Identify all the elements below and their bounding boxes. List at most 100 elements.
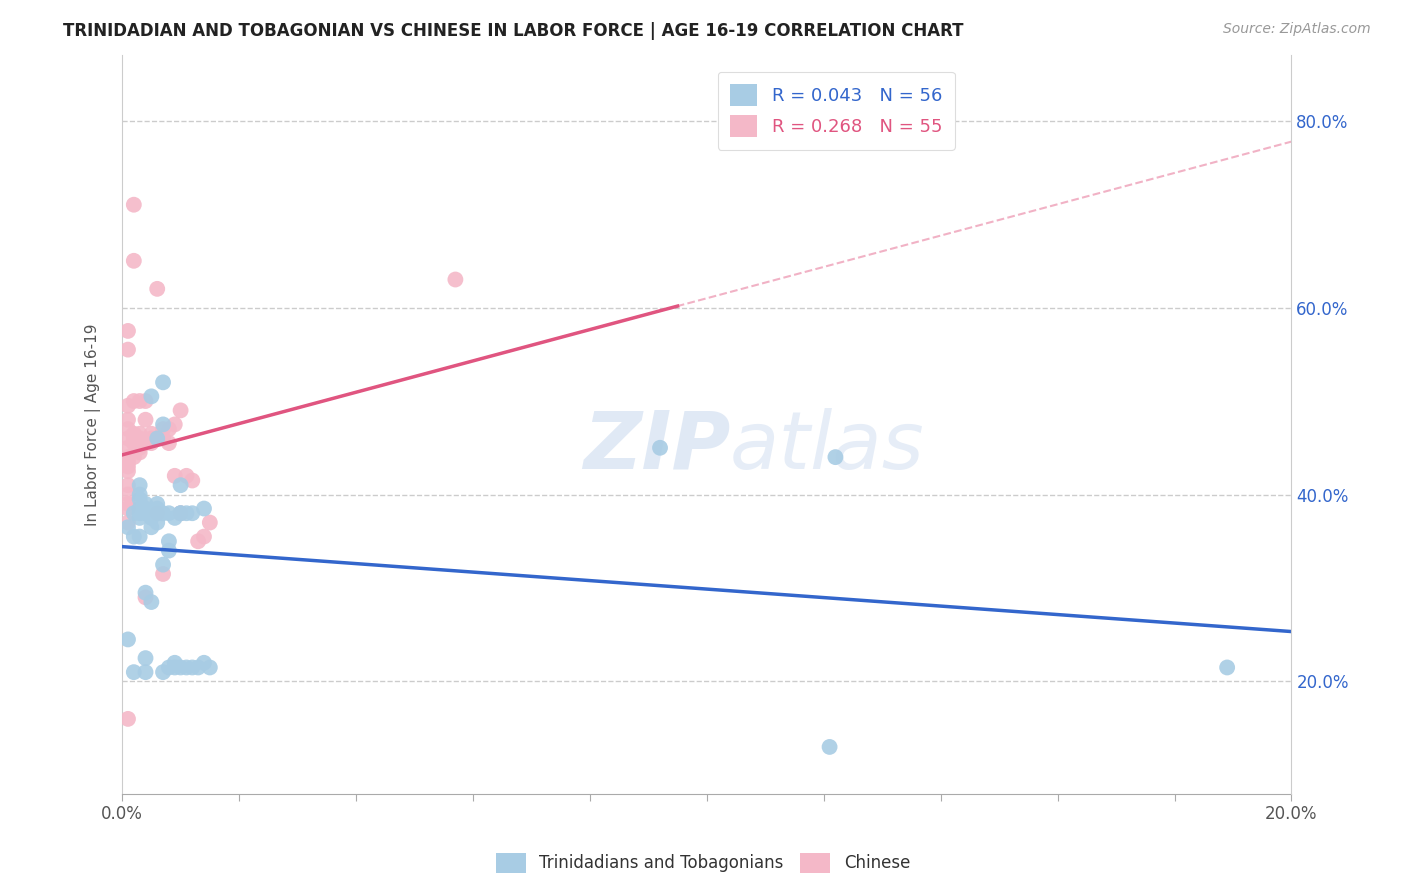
- Point: [163, 656, 186, 670]
- Point: [122, 436, 145, 450]
- Point: [152, 417, 174, 432]
- Text: ZIP: ZIP: [583, 408, 730, 485]
- Point: [157, 543, 180, 558]
- Point: [152, 566, 174, 581]
- Point: [141, 511, 163, 525]
- Point: [128, 436, 150, 450]
- Point: [146, 516, 169, 530]
- Point: [134, 665, 156, 680]
- Legend: Trinidadians and Tobagonians, Chinese: Trinidadians and Tobagonians, Chinese: [489, 847, 917, 880]
- Point: [134, 497, 156, 511]
- Point: [169, 660, 191, 674]
- Text: Source: ZipAtlas.com: Source: ZipAtlas.com: [1223, 22, 1371, 37]
- Point: [169, 506, 191, 520]
- Point: [134, 501, 156, 516]
- Point: [128, 441, 150, 455]
- Point: [824, 450, 846, 464]
- Point: [1216, 660, 1239, 674]
- Point: [648, 441, 671, 455]
- Point: [122, 506, 145, 520]
- Point: [146, 506, 169, 520]
- Point: [141, 432, 163, 446]
- Point: [444, 272, 467, 286]
- Point: [141, 520, 163, 534]
- Point: [122, 198, 145, 212]
- Point: [146, 497, 169, 511]
- Point: [176, 506, 198, 520]
- Point: [187, 660, 209, 674]
- Point: [169, 506, 191, 520]
- Point: [152, 432, 174, 446]
- Point: [117, 464, 139, 478]
- Point: [193, 501, 215, 516]
- Point: [169, 403, 191, 417]
- Point: [176, 660, 198, 674]
- Point: [117, 501, 139, 516]
- Point: [122, 530, 145, 544]
- Point: [146, 282, 169, 296]
- Point: [169, 506, 191, 520]
- Point: [117, 422, 139, 436]
- Point: [117, 343, 139, 357]
- Point: [117, 450, 139, 464]
- Point: [134, 506, 156, 520]
- Point: [193, 530, 215, 544]
- Point: [117, 712, 139, 726]
- Point: [146, 506, 169, 520]
- Point: [152, 506, 174, 520]
- Point: [187, 534, 209, 549]
- Point: [134, 585, 156, 599]
- Point: [198, 660, 221, 674]
- Point: [163, 511, 186, 525]
- Point: [117, 516, 139, 530]
- Point: [128, 478, 150, 492]
- Point: [117, 487, 139, 501]
- Point: [117, 324, 139, 338]
- Point: [157, 534, 180, 549]
- Point: [152, 376, 174, 390]
- Point: [163, 660, 186, 674]
- Point: [122, 253, 145, 268]
- Point: [193, 656, 215, 670]
- Point: [157, 506, 180, 520]
- Point: [128, 445, 150, 459]
- Point: [181, 660, 204, 674]
- Point: [128, 432, 150, 446]
- Point: [117, 413, 139, 427]
- Point: [152, 422, 174, 436]
- Point: [163, 468, 186, 483]
- Point: [122, 450, 145, 464]
- Point: [128, 511, 150, 525]
- Text: TRINIDADIAN AND TOBAGONIAN VS CHINESE IN LABOR FORCE | AGE 16-19 CORRELATION CHA: TRINIDADIAN AND TOBAGONIAN VS CHINESE IN…: [63, 22, 963, 40]
- Point: [117, 455, 139, 469]
- Point: [152, 558, 174, 572]
- Text: atlas: atlas: [730, 408, 925, 485]
- Point: [134, 436, 156, 450]
- Point: [146, 432, 169, 446]
- Point: [117, 632, 139, 647]
- Point: [176, 468, 198, 483]
- Point: [134, 413, 156, 427]
- Point: [141, 426, 163, 441]
- Point: [141, 506, 163, 520]
- Point: [117, 478, 139, 492]
- Point: [117, 459, 139, 474]
- Point: [146, 432, 169, 446]
- Point: [122, 432, 145, 446]
- Point: [128, 394, 150, 409]
- Point: [128, 426, 150, 441]
- Point: [117, 497, 139, 511]
- Point: [134, 651, 156, 665]
- Point: [134, 591, 156, 605]
- Point: [128, 506, 150, 520]
- Point: [169, 478, 191, 492]
- Point: [198, 516, 221, 530]
- Point: [157, 436, 180, 450]
- Point: [128, 492, 150, 507]
- Point: [141, 595, 163, 609]
- Point: [163, 417, 186, 432]
- Point: [141, 389, 163, 403]
- Point: [128, 487, 150, 501]
- Point: [117, 432, 139, 446]
- Point: [181, 474, 204, 488]
